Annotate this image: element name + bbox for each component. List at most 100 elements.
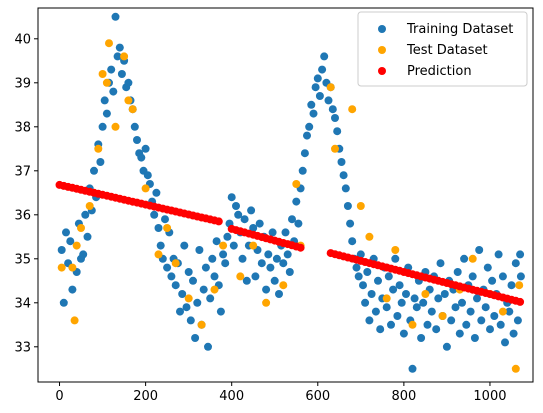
- training-point: [346, 219, 355, 228]
- test-point: [154, 250, 163, 259]
- training-point: [395, 281, 404, 290]
- test-point: [94, 144, 103, 153]
- training-point: [387, 320, 395, 329]
- training-point: [473, 294, 481, 303]
- training-point: [223, 232, 232, 241]
- training-point: [305, 122, 314, 131]
- test-point: [72, 241, 81, 250]
- legend-marker-prediction: [378, 67, 386, 75]
- test-point: [498, 307, 507, 316]
- training-point: [455, 329, 464, 338]
- test-point: [102, 78, 111, 87]
- training-point: [313, 74, 322, 83]
- training-point: [501, 338, 509, 347]
- test-point: [210, 285, 219, 294]
- test-point: [120, 52, 129, 61]
- training-point: [356, 250, 365, 259]
- test-point: [57, 263, 66, 272]
- training-point: [328, 105, 337, 114]
- training-point: [292, 197, 301, 206]
- training-point: [124, 78, 133, 87]
- training-point: [488, 276, 497, 285]
- training-point: [483, 263, 492, 272]
- training-point: [410, 294, 419, 303]
- training-point: [206, 294, 215, 303]
- training-point: [486, 325, 494, 334]
- training-point: [59, 298, 68, 307]
- training-point: [389, 285, 398, 294]
- y-tick-label: 35: [14, 252, 31, 267]
- training-point: [516, 272, 525, 281]
- training-point: [343, 202, 352, 210]
- y-tick-label: 36: [14, 208, 31, 223]
- training-point: [432, 325, 441, 334]
- y-tick-label: 38: [14, 120, 31, 135]
- test-point: [68, 263, 77, 272]
- training-point: [195, 246, 204, 254]
- training-point: [232, 202, 240, 210]
- training-point: [216, 307, 225, 316]
- training-point: [68, 285, 77, 294]
- training-point: [96, 158, 105, 166]
- legend-label-prediction: Prediction: [407, 64, 472, 79]
- training-point: [303, 131, 311, 140]
- training-point: [412, 303, 421, 312]
- training-point: [229, 241, 238, 250]
- training-point: [270, 276, 279, 285]
- training-point: [359, 281, 367, 290]
- training-point: [427, 307, 436, 316]
- training-point: [182, 303, 191, 312]
- training-point: [354, 272, 363, 281]
- training-point: [337, 158, 346, 166]
- training-point: [210, 272, 219, 281]
- training-point: [130, 122, 139, 131]
- training-point: [141, 144, 150, 153]
- training-point: [505, 307, 514, 316]
- training-point: [109, 87, 118, 96]
- test-point: [111, 122, 120, 131]
- training-point: [294, 219, 303, 228]
- training-point: [318, 65, 327, 74]
- training-point: [247, 206, 256, 215]
- training-point: [163, 263, 172, 272]
- legend-marker-training: [378, 25, 386, 33]
- training-point: [57, 246, 66, 254]
- legend-label-training: Training Dataset: [406, 22, 513, 37]
- legend: Training Dataset Test Dataset Prediction: [357, 11, 528, 87]
- training-point: [376, 325, 385, 334]
- training-point: [311, 83, 320, 92]
- training-point: [315, 92, 324, 100]
- training-point: [193, 298, 202, 307]
- x-tick-label: 0: [55, 389, 63, 404]
- training-point: [490, 312, 499, 320]
- test-point: [292, 180, 301, 188]
- legend-label-test: Test Dataset: [406, 43, 488, 58]
- points-layer: [55, 12, 525, 373]
- training-point: [102, 109, 111, 118]
- training-point: [219, 250, 228, 259]
- y-axis: 33 34 35 36 37 38 39 40: [14, 32, 38, 355]
- training-point: [240, 215, 249, 224]
- test-point: [128, 105, 137, 114]
- training-point: [382, 303, 391, 312]
- training-point: [320, 52, 329, 61]
- test-point: [438, 312, 447, 320]
- test-point: [77, 224, 85, 232]
- test-point: [356, 202, 365, 210]
- training-point: [221, 259, 230, 268]
- training-point: [117, 70, 126, 78]
- plot-frame: [37, 7, 534, 383]
- training-point: [111, 12, 120, 21]
- training-point: [470, 334, 479, 342]
- training-point: [458, 298, 466, 307]
- training-point: [419, 298, 428, 307]
- training-point: [208, 254, 217, 263]
- training-point: [81, 210, 90, 219]
- x-tick-label: 1000: [473, 389, 506, 404]
- training-point: [264, 250, 273, 259]
- training-point: [423, 320, 432, 329]
- x-tick-label: 200: [133, 389, 158, 404]
- training-point: [283, 250, 292, 259]
- training-point: [167, 272, 176, 281]
- test-point: [85, 202, 94, 210]
